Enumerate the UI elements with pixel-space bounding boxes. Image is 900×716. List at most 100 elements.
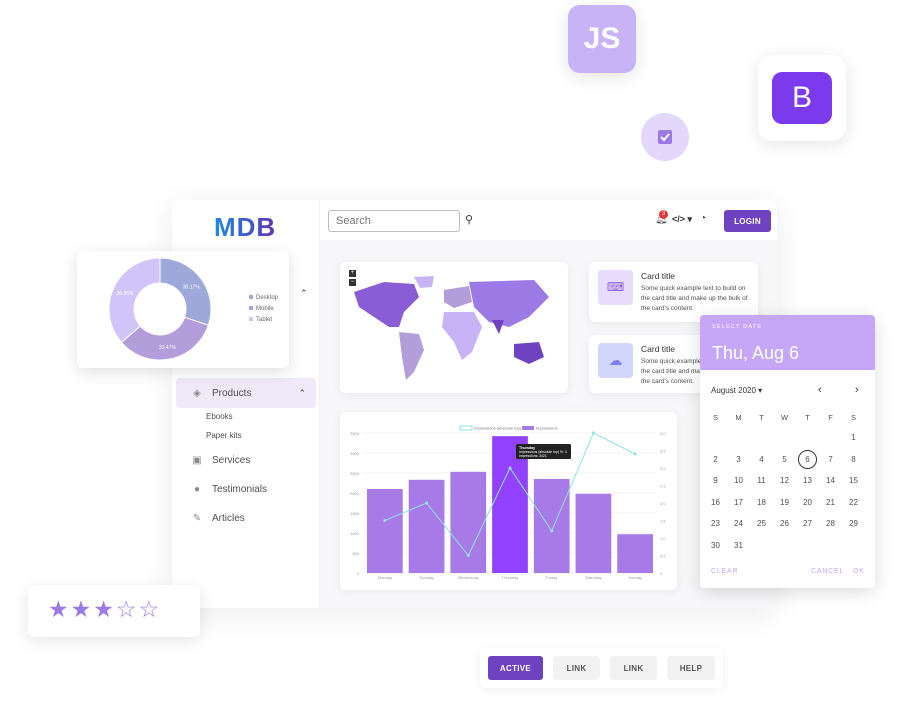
datepicker-selected-date: Thu, Aug 6 xyxy=(712,343,800,363)
calendar-day[interactable]: 25 xyxy=(757,519,766,529)
fire-icon[interactable]: ◔ xyxy=(700,213,707,224)
star-outline-icon[interactable]: ☆ xyxy=(115,596,139,622)
calendar-day[interactable]: 19 xyxy=(780,497,789,507)
star-outline-icon[interactable]: ☆ xyxy=(138,596,162,622)
y2-tick-label: 1.0 xyxy=(660,536,666,541)
calendar-day[interactable]: 24 xyxy=(734,519,743,529)
y2-tick-label: 2.0 xyxy=(660,501,666,506)
laptop-code-icon: ⌨ xyxy=(598,270,633,305)
card-title: Card title xyxy=(641,344,676,354)
calendar-day[interactable]: 18 xyxy=(757,497,766,507)
calendar-day[interactable]: 15 xyxy=(849,476,858,486)
sidebar-item-label: Articles xyxy=(212,512,245,524)
active-button[interactable]: ACTIVE xyxy=(488,656,543,680)
bar-chart-card: 0 500 1000 1500 2000 2500 3000 3500 0 0.5 1.0 1.5 2.… xyxy=(340,412,677,590)
datepicker-header: SELECT DATE Thu, Aug 6 xyxy=(700,315,875,370)
star-filled-icon[interactable]: ★ xyxy=(48,596,71,622)
map-zoom-in-button[interactable]: + xyxy=(349,270,356,277)
calendar-day[interactable]: 2 xyxy=(713,454,718,464)
calendar-day[interactable]: 3 xyxy=(736,454,741,464)
map-zoom-out-button[interactable]: − xyxy=(349,279,356,286)
calendar-day[interactable]: 13 xyxy=(803,476,812,486)
notification-badge: 3 xyxy=(659,210,668,219)
calendar-day[interactable]: 26 xyxy=(780,519,789,529)
star-filled-icon[interactable]: ★ xyxy=(93,596,116,622)
calendar-day[interactable]: 22 xyxy=(849,497,858,507)
world-map-card: + − xyxy=(340,262,568,393)
y-tick-label: 1500 xyxy=(350,511,360,516)
help-button[interactable]: HELP xyxy=(667,656,715,680)
x-tick-label: Thursday xyxy=(502,575,519,580)
calendar-day[interactable]: 23 xyxy=(711,519,720,529)
calendar-day[interactable]: 20 xyxy=(803,497,812,507)
navbar: ⚲ 🔔︎ 3 </> ▾ ◔ LOGIN xyxy=(320,200,777,240)
impressions-chart: 0 500 1000 1500 2000 2500 3000 3500 0 0.5 1.0 1.5 2.… xyxy=(350,425,666,580)
calendar-day[interactable]: 9 xyxy=(713,476,718,486)
datepicker: SELECT DATE Thu, Aug 6 August 2020 ▾ ‹ ›… xyxy=(700,315,875,588)
code-dropdown-icon[interactable]: </> ▾ xyxy=(672,214,693,224)
star-filled-icon[interactable]: ★ xyxy=(70,596,94,622)
month-select[interactable]: August 2020 ▾ xyxy=(711,386,763,395)
link-button[interactable]: LINK xyxy=(610,656,657,680)
calendar-day[interactable]: 31 xyxy=(734,540,743,550)
calendar-icon: ▣ xyxy=(192,454,202,466)
search-input[interactable] xyxy=(328,210,460,232)
calendar-day[interactable]: 12 xyxy=(780,476,789,486)
gem-icon: ◈ xyxy=(193,387,201,399)
calendar-day[interactable]: 17 xyxy=(734,497,743,507)
ok-button[interactable]: OK xyxy=(853,568,865,575)
legend-swatch xyxy=(249,306,253,310)
weekday-label: S xyxy=(712,412,718,422)
clear-button[interactable]: CLEAR xyxy=(711,568,739,575)
bar xyxy=(408,479,445,573)
calendar-day[interactable]: 11 xyxy=(757,476,766,486)
line-point xyxy=(550,529,554,533)
y2-tick-label: 3.5 xyxy=(660,449,666,454)
sidebar-subitem-ebooks[interactable]: Ebooks xyxy=(206,412,233,421)
sidebar-item-articles[interactable]: ✎ Articles xyxy=(176,503,316,533)
calendar-day[interactable]: 14 xyxy=(826,476,835,486)
login-button[interactable]: LOGIN xyxy=(724,210,771,232)
sidebar-subitem-paper-kits[interactable]: Paper kits xyxy=(206,431,242,440)
search-icon[interactable]: ⚲ xyxy=(465,214,474,226)
calendar-day[interactable]: 5 xyxy=(782,454,787,464)
chevron-up-icon[interactable]: ⌃ xyxy=(300,288,308,298)
pie-slice xyxy=(159,257,212,326)
calendar-day[interactable]: 21 xyxy=(826,497,835,507)
world-map[interactable] xyxy=(344,272,564,387)
calendar-day[interactable]: 10 xyxy=(734,476,743,486)
bootstrap-logo: B xyxy=(772,72,832,124)
calendar-day[interactable]: 7 xyxy=(828,454,833,464)
link-button[interactable]: LINK xyxy=(553,656,600,680)
calendar-day[interactable]: 6 xyxy=(796,449,819,471)
star-rating[interactable]: ★★★☆☆ xyxy=(48,596,161,623)
map-asia xyxy=(469,280,549,327)
calendar-day[interactable]: 27 xyxy=(803,519,812,529)
bar xyxy=(367,489,403,573)
sidebar-item-products[interactable]: ◈ Products ⌃ xyxy=(176,378,316,408)
calendar-day[interactable]: 29 xyxy=(849,519,858,529)
calendar-day[interactable]: 16 xyxy=(711,497,720,507)
calendar-day[interactable]: 4 xyxy=(759,454,764,464)
calendar-day[interactable]: 8 xyxy=(851,454,856,464)
sidebar-item-testimonials[interactable]: ● Testimonials xyxy=(176,474,316,504)
calendar-day[interactable]: 28 xyxy=(826,519,835,529)
legend-label: Desktop xyxy=(256,295,279,301)
pie-label: 33.47% xyxy=(159,345,177,351)
y-tick-label: 3500 xyxy=(350,431,360,436)
js-badge: JS xyxy=(568,5,636,73)
calendar-day[interactable]: 1 xyxy=(851,433,856,443)
legend-swatch xyxy=(459,425,473,431)
prev-month-icon[interactable]: ‹ xyxy=(818,384,822,396)
calendar-day[interactable]: 30 xyxy=(711,540,720,550)
sidebar-item-services[interactable]: ▣ Services xyxy=(176,445,316,475)
weekday-label: T xyxy=(805,412,810,422)
card-text: Some quick example text to build on the … xyxy=(641,285,748,312)
cancel-button[interactable]: CANCEL xyxy=(811,568,845,575)
bar xyxy=(617,534,653,573)
next-month-icon[interactable]: › xyxy=(855,384,859,396)
y-tick-label: 2500 xyxy=(350,471,360,476)
bell-icon[interactable]: 🔔︎ xyxy=(655,214,668,225)
x-tick-label: Monday xyxy=(378,575,392,580)
bar xyxy=(575,493,612,573)
